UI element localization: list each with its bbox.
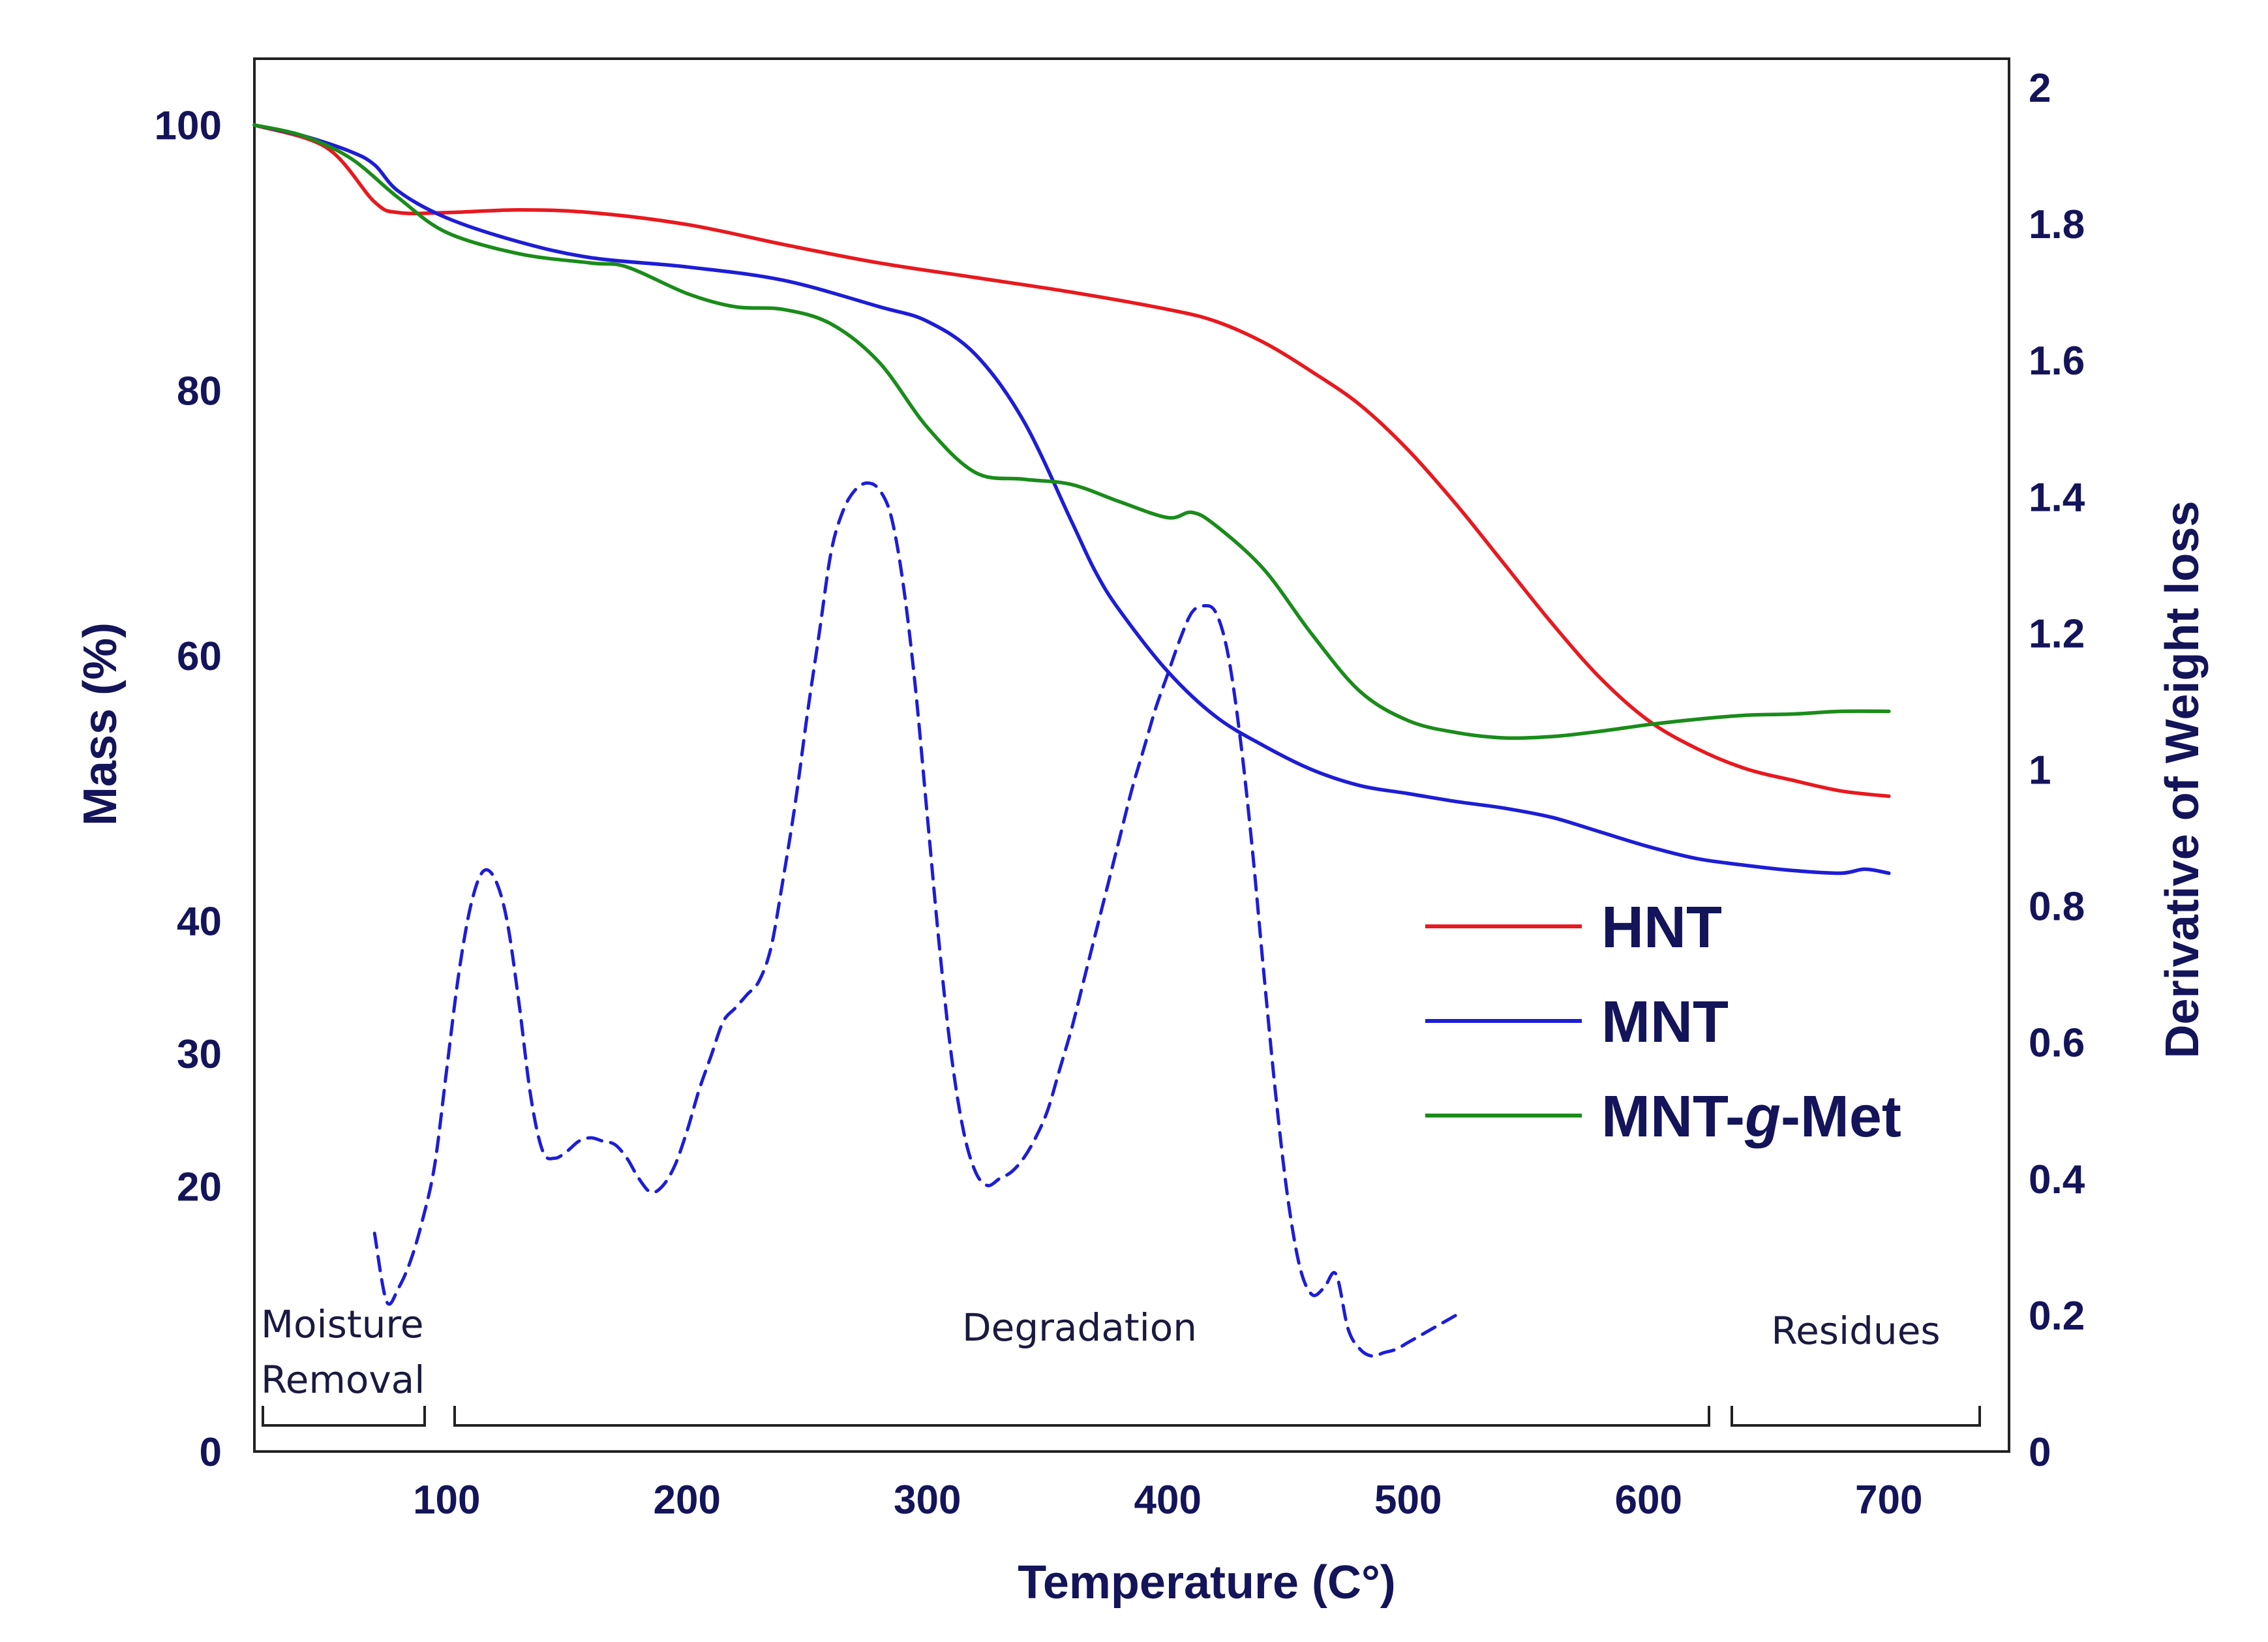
y-right-tick-label: 1 — [2029, 748, 2051, 793]
y-right-tick-label: 2 — [2029, 66, 2051, 111]
y-left-axis-title: Mass (%) — [74, 622, 127, 826]
x-tick-label: 200 — [654, 1478, 721, 1523]
moisture-bracket — [262, 1406, 426, 1427]
y-left-tick-label: 80 — [177, 369, 222, 414]
degradation-label: Degradation — [962, 1305, 1197, 1350]
y-right-tick-label: 1.4 — [2029, 475, 2085, 520]
series-derivative-line — [372, 481, 1458, 1358]
x-tick-label: 100 — [413, 1478, 480, 1523]
y-right-tick-label: 1.2 — [2029, 611, 2085, 656]
y-left-tick-label: 40 — [177, 900, 222, 945]
y-left-tick-label: 0 — [200, 1430, 222, 1475]
moisture-label-line2: Removal — [261, 1358, 425, 1402]
series-mnt-g-met-line — [252, 123, 1891, 740]
y-right-axis-title: Derivative of Weight loss — [2156, 501, 2209, 1059]
legend-item: MNT-g-Met — [1425, 1084, 1901, 1149]
legend-label: MNT — [1601, 990, 1729, 1055]
y-left-tick-label: 100 — [155, 104, 222, 149]
series-layer — [252, 123, 1891, 1358]
legend-item: MNT — [1425, 990, 1729, 1055]
series-mnt-line — [252, 123, 1891, 875]
x-tick-labels: 100 200 300 400 500 600 700 — [413, 1478, 1922, 1523]
y-right-tick-label: 1.8 — [2029, 202, 2085, 247]
legend-item: HNT — [1425, 895, 1722, 960]
series-hnt-line — [252, 123, 1891, 798]
x-tick-label: 600 — [1615, 1478, 1682, 1523]
moisture-label-line1: Moisture — [261, 1302, 424, 1346]
x-tick-label: 400 — [1134, 1478, 1202, 1523]
legend-label: MNT-g-Met — [1601, 1084, 1901, 1149]
y-right-tick-label: 0.4 — [2029, 1157, 2085, 1202]
residues-label: Residues — [1771, 1309, 1940, 1353]
y-left-tick-label: 60 — [177, 634, 222, 679]
residues-bracket — [1731, 1406, 1981, 1427]
y-right-tick-label: 0.2 — [2029, 1294, 2085, 1339]
degradation-bracket — [453, 1406, 1710, 1427]
plot-frame — [253, 57, 2010, 1453]
y-left-tick-label: 30 — [177, 1032, 222, 1077]
x-tick-label: 500 — [1374, 1478, 1442, 1523]
y-left-tick-labels: 0 20 30 40 60 80 100 — [155, 104, 222, 1475]
y-right-tick-labels: 0 0.2 0.4 0.6 0.8 1 1.2 1.4 1.6 1.8 2 — [2029, 66, 2085, 1475]
legend: HNT MNT MNT-g-Met — [1425, 895, 1901, 1149]
x-axis-title: Temperature (C°) — [1018, 1557, 1396, 1609]
y-right-tick-label: 0.6 — [2029, 1021, 2085, 1066]
y-left-tick-label: 20 — [177, 1164, 222, 1209]
x-tick-label: 300 — [894, 1478, 961, 1523]
y-right-tick-label: 1.6 — [2029, 339, 2085, 384]
y-right-tick-label: 0.8 — [2029, 885, 2085, 930]
legend-label: HNT — [1601, 895, 1722, 960]
y-right-tick-label: 0 — [2029, 1430, 2051, 1475]
region-annotations: Moisture Removal Degradation Residues — [261, 1302, 1981, 1427]
x-tick-label: 700 — [1855, 1478, 1922, 1523]
